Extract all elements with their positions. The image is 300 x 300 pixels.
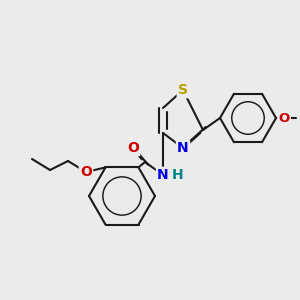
Text: S: S <box>178 83 188 97</box>
Text: O: O <box>127 141 139 155</box>
Text: O: O <box>80 165 92 179</box>
Text: N: N <box>177 141 189 155</box>
Text: O: O <box>278 112 290 124</box>
Text: H: H <box>172 168 184 182</box>
Text: N: N <box>157 168 169 182</box>
